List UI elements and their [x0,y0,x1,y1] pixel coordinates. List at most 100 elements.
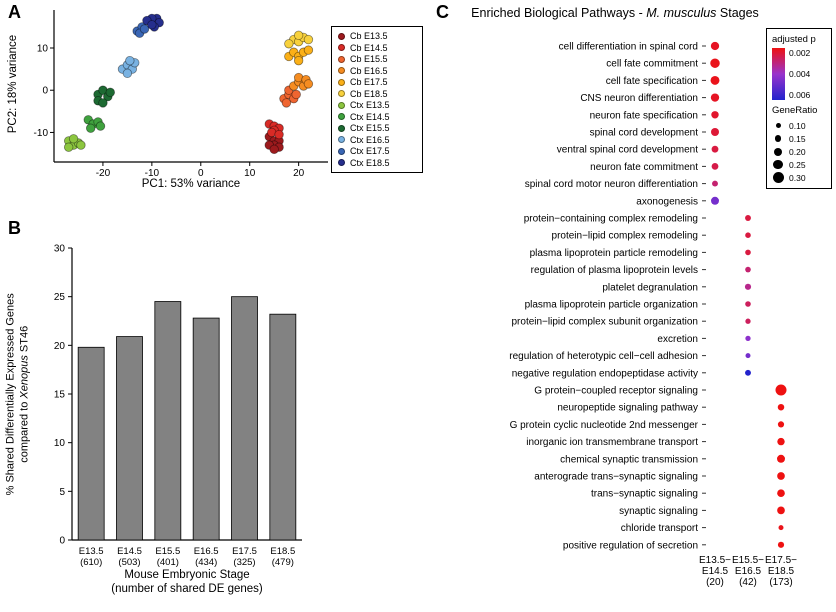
pca-legend: Cb E13.5 Cb E14.5 Cb E15.5 Cb E16.5 Cb E17.5… [331,26,423,173]
gene-ratio-dot-cell [772,159,784,170]
pathway-label: regulation of heterotypic cell−cell adhe… [509,351,698,362]
pathway-dot [711,145,719,153]
pathway-dot [777,454,785,463]
bar-count-label: (434) [195,557,217,568]
legend-swatch [338,124,345,132]
adjusted-p-tick: 0.004 [789,69,811,79]
pca-point [293,55,304,66]
legend-swatch [338,67,345,75]
pca-legend-item: Ctx E14.5 [338,112,416,123]
enriched-pathways-dotplot: cell differentiation in spinal cord cell … [509,42,797,588]
adjusted-p-ticks: 0.002 0.004 0.006 [789,48,810,100]
legend-swatch [338,90,345,98]
pathway-label: platelet degranulation [602,282,698,293]
pathway-label: synaptic signaling [619,506,698,517]
pathway-dot [712,180,718,187]
pca-legend-item: Ctx E17.5 [338,146,416,157]
pathway-dot [710,58,720,68]
pathway-label: axonogenesis [636,196,698,207]
dotplot-title: Enriched Biological Pathways - M. muscul… [440,6,790,20]
pca-legend-item: Cb E14.5 [338,43,416,54]
pca-point [85,123,96,133]
y-tick-label: 10 [54,438,66,449]
gene-ratio-legend-row: 0.10 [772,119,826,132]
y-tick-label: 25 [54,292,66,303]
bar [231,296,258,541]
pathway-label: trans−synaptic signaling [591,489,698,500]
y-tick-label: 5 [59,487,65,498]
pca-point [284,39,294,49]
pathway-label: anterograde trans−synaptic signaling [534,472,698,483]
dotplot-x-label: E16.5 [735,566,762,577]
legend-swatch [338,55,345,63]
legend-swatch [338,136,345,144]
dotplot-x-label: (173) [769,577,792,588]
bar-y-axis-label: % Shared Differentially Expressed Genes … [4,244,33,544]
legend-label: Ctx E18.5 [350,157,390,168]
pca-point [105,87,115,98]
legend-swatch [338,101,345,109]
panel-c-label: C [436,2,449,22]
pathway-label: G protein−coupled receptor signaling [534,386,698,397]
x-tick-label: 10 [244,168,256,179]
gene-ratio-legend-title: GeneRatio [772,105,818,116]
pathway-dot [710,93,720,102]
panel-a-label: A [8,2,21,22]
pathway-dot [777,403,785,411]
pca-point [291,89,301,100]
gene-ratio-dot-cell [772,172,784,183]
pathway-dot [778,525,784,531]
bar-x-label: E15.5 [155,546,180,557]
pca-point [139,24,150,34]
pca-point [98,98,108,108]
x-tick-label: -20 [96,168,111,179]
pca-legend-item: Ctx E18.5 [338,158,416,169]
gene-ratio-legend-row: 0.25 [772,158,826,171]
gene-ratio-label: 0.20 [789,146,806,157]
pca-point [303,34,314,45]
dotplot-x-label: (20) [706,577,724,588]
legend-label: Cb E15.5 [350,54,388,65]
legend-label: Ctx E17.5 [350,146,390,157]
pca-point [122,68,133,79]
pathway-dot [744,283,752,290]
pathway-label: negative regulation endopeptidase activi… [512,368,698,379]
pathway-dot [775,384,787,396]
pca-point [293,30,304,41]
legend-label: Cb E14.5 [350,42,388,53]
gene-ratio-label: 0.10 [789,120,806,131]
pathway-label: CNS neuron differentiation [580,93,698,104]
adjusted-p-tick: 0.002 [789,48,811,58]
pathway-dot [745,301,751,307]
pathway-dot [711,163,719,170]
bar-x-label: E16.5 [194,546,219,557]
x-tick-label: 20 [293,168,305,179]
pathway-label: protein−lipid complex remodeling [552,231,698,242]
bar-y-axis-label-line2-pre: compared to [19,398,31,463]
gene-ratio-legend-row: 0.15 [772,132,826,145]
pathway-dot [711,128,719,136]
legend-swatch [338,113,345,121]
pathway-label: G protein cyclic nucleotide 2nd messenge… [510,420,699,431]
adjusted-p-legend-title: adjusted p [772,34,816,45]
dotplot-x-label: E14.5 [702,566,729,577]
bar-x-label: E13.5 [79,546,104,557]
y-tick-label: 10 [37,44,49,55]
pathway-label: spinal cord development [590,128,699,139]
pca-legend-item: Cb E13.5 [338,31,416,42]
pca-point [281,98,292,108]
pathway-label: spinal cord motor neuron differentiation [525,179,698,190]
dotplot-x-label: (42) [739,577,757,588]
bar-x-label: E14.5 [117,546,142,557]
pathway-label: neuron fate specification [590,110,698,121]
gene-ratio-label: 0.15 [789,133,806,144]
dotplot-title-species: M. musculus [646,6,717,20]
legend-label: Cb E17.5 [350,77,388,88]
dotplot-x-label: E15.5− [732,555,764,566]
pathway-label: plasma lipoprotein particle organization [525,300,698,311]
gene-ratio-dot-cell [772,135,784,142]
y-tick-label: 0 [59,536,65,547]
pathway-label: cell fate commitment [606,59,698,70]
legend-swatch [338,147,345,155]
